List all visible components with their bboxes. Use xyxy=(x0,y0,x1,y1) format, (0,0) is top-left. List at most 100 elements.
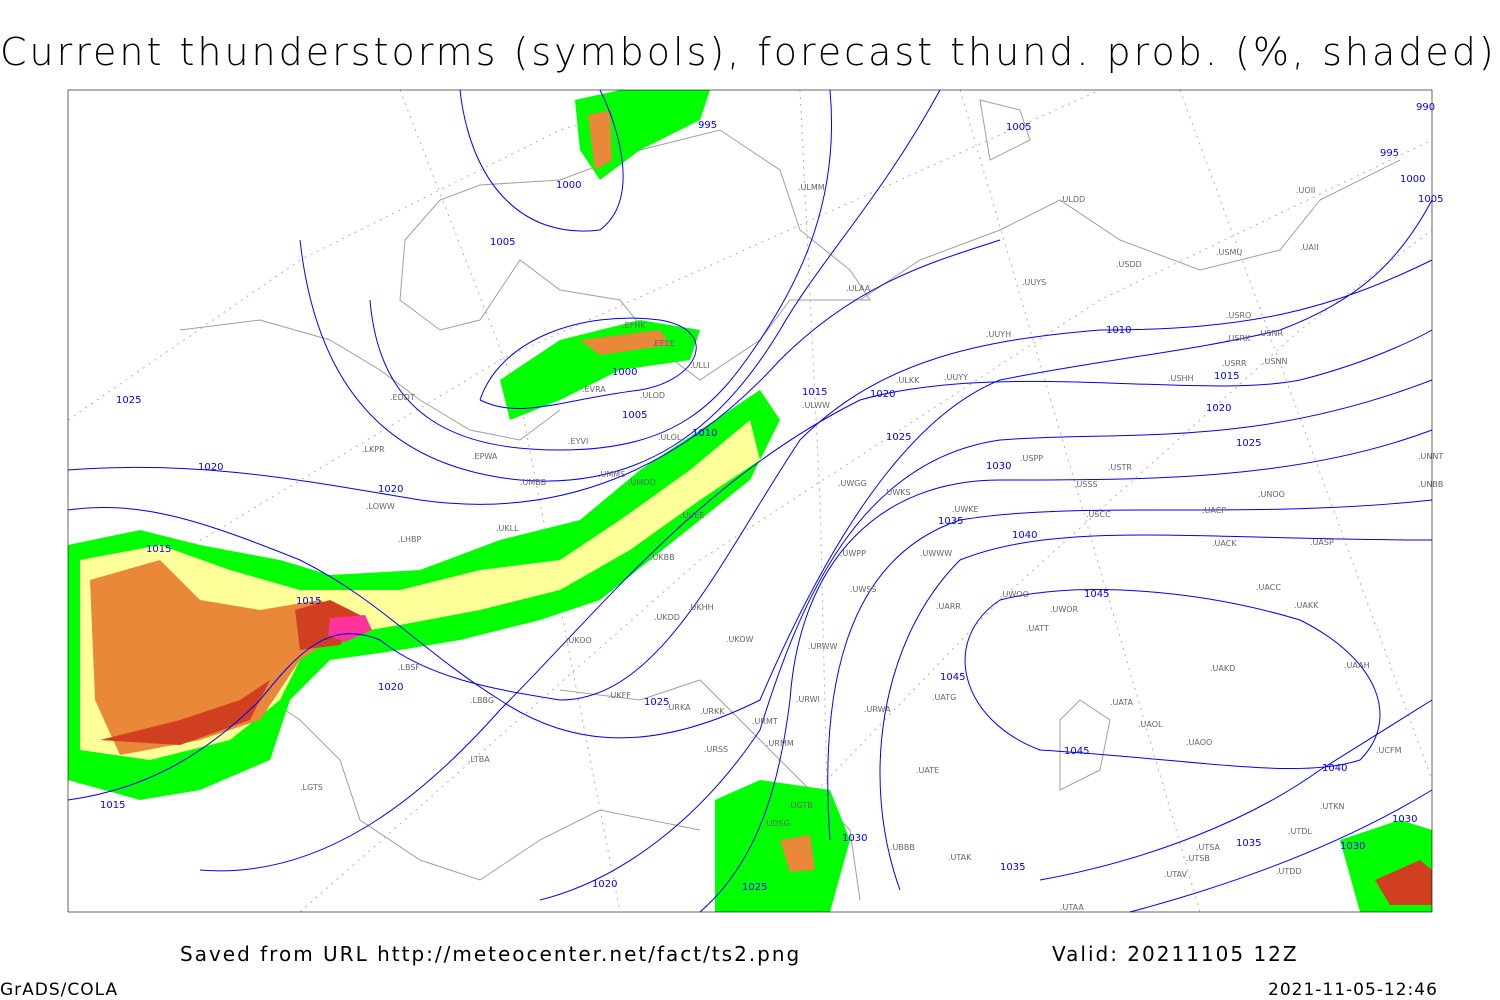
station-label: .UTKN xyxy=(1320,802,1345,811)
isobar-label: 1005 xyxy=(490,237,515,248)
station-label: .ULLI xyxy=(690,361,710,370)
station-label: .UMOO xyxy=(628,478,656,487)
isobar-label: 1045 xyxy=(1084,589,1109,600)
station-label: .UACC xyxy=(1256,583,1281,592)
station-label: .UKBB xyxy=(650,553,675,562)
station-label: .USCC xyxy=(1086,510,1111,519)
isobar-label: 1000 xyxy=(612,367,637,378)
isobar-label: 1005 xyxy=(622,410,647,421)
isobar-label: 1025 xyxy=(116,395,141,406)
isobar-label: 1000 xyxy=(556,180,581,191)
station-label: .USSS xyxy=(1074,480,1098,489)
map-border xyxy=(67,89,1433,913)
station-label: .UAKD xyxy=(1210,664,1235,673)
isobar-label: 1020 xyxy=(592,879,617,890)
isobar-label: 1015 xyxy=(1214,371,1239,382)
station-label: .LBBG xyxy=(470,696,494,705)
isobar-label: 1015 xyxy=(100,800,125,811)
station-label: .LGTS xyxy=(300,783,323,792)
station-label: .UTSA xyxy=(1196,843,1221,852)
isobar-label: 1035 xyxy=(938,516,963,527)
isobar-label: 1015 xyxy=(296,596,321,607)
thunderstorm-probability-shading xyxy=(68,90,1432,912)
station-label: .UTDL xyxy=(1288,827,1312,836)
isobar-label: 1010 xyxy=(692,428,717,439)
isobar-label: 1010 xyxy=(1106,325,1131,336)
isobars xyxy=(67,89,1433,913)
software-credit: GrADS/COLA xyxy=(0,980,119,1000)
station-label: .URWW xyxy=(808,642,838,651)
station-label: .UDSG xyxy=(764,819,790,828)
station-label: .UWSS xyxy=(850,585,876,594)
station-label: .UTDD xyxy=(1276,867,1302,876)
station-label: .LHBP xyxy=(398,535,422,544)
isobar-label: 1005 xyxy=(1418,194,1443,205)
station-label: .UWGG xyxy=(838,479,867,488)
station-label: .UACP xyxy=(1202,506,1226,515)
station-label: .UAOL xyxy=(1138,720,1163,729)
station-label: .UACK xyxy=(1212,539,1237,548)
isobar-label: 995 xyxy=(698,120,717,131)
isobar-label: 1030 xyxy=(1392,814,1417,825)
station-label: .USTR xyxy=(1108,463,1132,472)
station-label: .UAAH xyxy=(1344,661,1370,670)
station-label: .ULWW xyxy=(802,401,830,410)
station-label: .UAKK xyxy=(1294,601,1319,610)
station-label: .USPP xyxy=(1020,454,1043,463)
station-label: .UATA xyxy=(1110,698,1134,707)
station-label: .URMM xyxy=(766,739,794,748)
isobar-label: 1045 xyxy=(940,672,965,683)
station-label: .LBSF xyxy=(398,663,420,672)
isobar-label: 1045 xyxy=(1064,746,1089,757)
isobar-label: 1020 xyxy=(198,462,223,473)
station-label: .LKPR xyxy=(362,445,385,454)
isobar-label: 1040 xyxy=(1012,530,1037,541)
station-label: .EFHK xyxy=(622,321,646,330)
source-url-text: Saved from URL http://meteocenter.net/fa… xyxy=(180,942,802,966)
station-label: .UUYH xyxy=(986,330,1011,339)
isobar-label: 1015 xyxy=(802,387,827,398)
station-label: .USHH xyxy=(1168,374,1194,383)
station-label: .UKHH xyxy=(688,603,714,612)
station-label: .UWOR xyxy=(1050,605,1079,614)
station-label: .UGTB xyxy=(788,801,813,810)
station-label: .USNN xyxy=(1262,357,1287,366)
isobar-label: 990 xyxy=(1416,102,1435,113)
isobar-label: 995 xyxy=(1380,148,1399,159)
station-label: .UNNT xyxy=(1418,452,1443,461)
map-frame xyxy=(68,90,1432,912)
generated-timestamp: 2021-11-05-12:46 xyxy=(1268,980,1438,1000)
map-title: Current thunderstorms (symbols), forecas… xyxy=(0,30,1497,74)
isobar-label: 1035 xyxy=(1000,862,1025,873)
station-label: .UAOO xyxy=(1186,738,1212,747)
station-label: .USRR xyxy=(1222,359,1247,368)
station-label: .UUEE xyxy=(680,511,704,520)
station-label: .URSS xyxy=(704,745,728,754)
station-label: .ULDD xyxy=(1060,195,1085,204)
station-label: .UMBB xyxy=(520,478,546,487)
station-label: .UATE xyxy=(916,766,939,775)
station-label: .UKOO xyxy=(566,636,592,645)
isobar-label: 1020 xyxy=(870,389,895,400)
station-label: .UWPP xyxy=(840,549,866,558)
station-label: .UUYS xyxy=(1022,278,1046,287)
station-label: .URMT xyxy=(752,717,778,726)
isobar-label: 1000 xyxy=(1400,174,1425,185)
station-labels: .ULMM .ULLI .ULAA .ULDD .UUYS .USDD .USMU .UOII… xyxy=(300,183,1443,912)
station-label: .UTAV xyxy=(1164,870,1188,879)
station-label: .USRO xyxy=(1226,311,1251,320)
isobar-label: 1025 xyxy=(742,882,767,893)
station-label: .URWI xyxy=(796,695,820,704)
station-label: .UTAA xyxy=(1060,903,1084,912)
station-label: .ULOL xyxy=(658,433,682,442)
isobar-label: 1030 xyxy=(842,833,867,844)
station-label: .LOWW xyxy=(366,502,395,511)
station-label: .UATG xyxy=(932,693,956,702)
station-label: .UWWW xyxy=(920,549,952,558)
isobar-labels: 995 1000 1005 1005 1000 1005 1010 1015 1020 1025 1… xyxy=(100,102,1443,893)
station-label: .UATT xyxy=(1026,624,1049,633)
valid-time-text: Valid: 20211105 12Z xyxy=(1052,942,1299,966)
station-label: .UNBB xyxy=(1418,480,1443,489)
station-label: .URKA xyxy=(666,703,691,712)
station-label: .USRK xyxy=(1226,334,1251,343)
